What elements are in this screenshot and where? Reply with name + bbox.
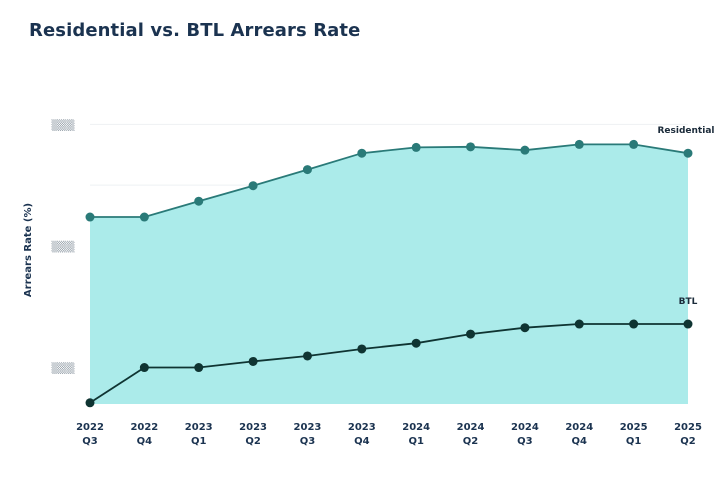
x-tick-quarter: Q4 bbox=[572, 436, 588, 447]
point-btl-7 bbox=[466, 329, 476, 339]
point-residential-3 bbox=[248, 181, 258, 191]
point-btl-9 bbox=[574, 319, 584, 329]
point-residential-0 bbox=[85, 212, 95, 222]
point-residential-7 bbox=[466, 142, 476, 152]
y-tick-label: ▒▒▒ bbox=[51, 118, 74, 131]
x-tick-quarter: Q3 bbox=[82, 436, 98, 447]
x-tick-year: 2025 bbox=[674, 422, 702, 433]
point-btl-8 bbox=[520, 323, 530, 333]
point-residential-8 bbox=[520, 145, 530, 155]
x-tick-quarter: Q1 bbox=[626, 436, 642, 447]
y-axis-label: Arrears Rate (%) bbox=[23, 203, 34, 297]
x-tick-quarter: Q1 bbox=[408, 436, 424, 447]
point-btl-6 bbox=[411, 338, 421, 348]
point-residential-4 bbox=[302, 165, 312, 175]
area-residential bbox=[90, 144, 688, 404]
series-lines bbox=[89, 143, 689, 404]
point-residential-6 bbox=[411, 142, 421, 152]
series-label-btl: BTL bbox=[679, 297, 698, 307]
y-tick-label: ▒▒▒ bbox=[51, 362, 74, 375]
x-tick-year: 2024 bbox=[565, 422, 593, 433]
x-tick-quarter: Q2 bbox=[463, 436, 479, 447]
point-btl-1 bbox=[139, 363, 149, 373]
point-btl-5 bbox=[357, 344, 367, 354]
x-tick-year: 2022 bbox=[76, 422, 104, 433]
point-residential-10 bbox=[629, 139, 639, 149]
point-residential-1 bbox=[139, 212, 149, 222]
x-tick-quarter: Q2 bbox=[245, 436, 261, 447]
line-residential bbox=[90, 143, 689, 218]
data-points bbox=[85, 139, 693, 408]
x-tick-year: 2022 bbox=[130, 422, 158, 433]
point-btl-0 bbox=[85, 398, 95, 408]
x-tick-year: 2023 bbox=[239, 422, 267, 433]
y-tick-label: ▒▒▒ bbox=[51, 240, 74, 253]
point-residential-5 bbox=[357, 148, 367, 158]
x-tick-quarter: Q3 bbox=[300, 436, 316, 447]
x-tick-quarter: Q4 bbox=[137, 436, 153, 447]
x-tick-year: 2023 bbox=[294, 422, 322, 433]
point-btl-4 bbox=[302, 351, 312, 361]
x-tick-quarter: Q1 bbox=[191, 436, 207, 447]
x-tick-year: 2023 bbox=[348, 422, 376, 433]
point-btl-11 bbox=[683, 319, 693, 329]
x-tick-year: 2024 bbox=[457, 422, 485, 433]
x-tick-year: 2025 bbox=[620, 422, 648, 433]
point-residential-9 bbox=[574, 139, 584, 149]
text-labels: ▒▒▒ ▒▒▒ ▒▒▒ Arrears Rate (%) Residential BTL 2… bbox=[23, 118, 714, 447]
point-residential-11 bbox=[683, 148, 693, 158]
x-tick-year: 2024 bbox=[511, 422, 539, 433]
area-fills bbox=[90, 144, 688, 404]
x-tick-year: 2023 bbox=[185, 422, 213, 433]
chart-title: Residential vs. BTL Arrears Rate bbox=[29, 20, 361, 41]
point-btl-3 bbox=[248, 356, 258, 366]
series-label-residential: Residential bbox=[658, 126, 715, 136]
x-tick-year: 2024 bbox=[402, 422, 430, 433]
line-btl bbox=[89, 323, 688, 404]
point-btl-10 bbox=[629, 319, 639, 329]
point-residential-2 bbox=[194, 196, 204, 206]
x-tick-quarter: Q2 bbox=[680, 436, 696, 447]
x-tick-quarter: Q4 bbox=[354, 436, 370, 447]
point-btl-2 bbox=[194, 363, 204, 373]
x-tick-quarter: Q3 bbox=[517, 436, 533, 447]
